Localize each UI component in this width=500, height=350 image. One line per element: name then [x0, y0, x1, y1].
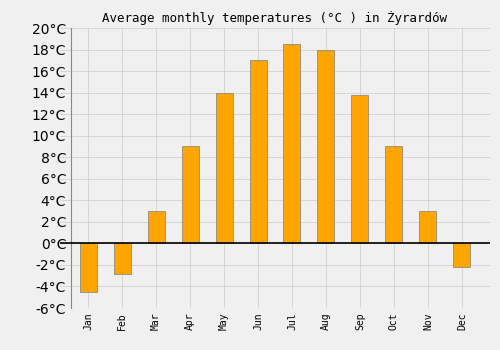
Title: Average monthly temperatures (°C ) in Żyrardów: Average monthly temperatures (°C ) in Ży… — [102, 12, 448, 26]
Bar — [386, 146, 402, 243]
Bar — [284, 44, 300, 243]
Bar — [454, 243, 470, 267]
Bar — [352, 95, 368, 243]
Bar — [420, 211, 436, 243]
Bar — [250, 60, 266, 243]
Bar — [148, 211, 164, 243]
Bar — [216, 93, 232, 243]
Bar — [80, 243, 96, 292]
Bar — [114, 243, 130, 274]
Bar — [182, 146, 198, 243]
Bar — [318, 50, 334, 243]
